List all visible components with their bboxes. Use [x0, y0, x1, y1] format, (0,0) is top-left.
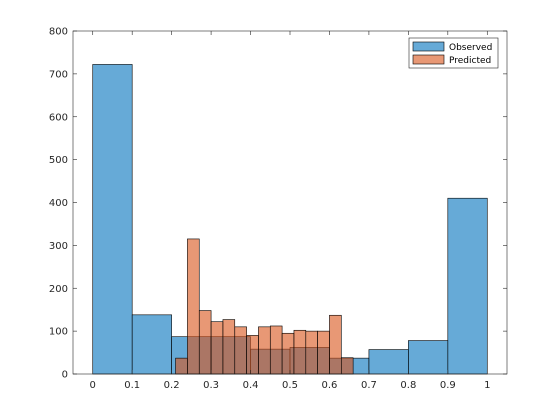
y-axis: 0 100 200 300 400 500 600 700 800: [49, 27, 507, 381]
legend-predicted-label: Predicted: [449, 56, 491, 66]
predicted-bar: [234, 326, 247, 375]
y-tick-label: 400: [49, 198, 68, 209]
predicted-bar: [305, 330, 318, 375]
observed-bar: [408, 340, 449, 375]
x-tick-label: 1: [484, 380, 490, 391]
predicted-bar: [210, 321, 224, 375]
x-tick-label: 0.6: [322, 380, 338, 391]
observed-bar: [368, 349, 409, 375]
y-tick-label: 0: [62, 370, 68, 381]
predicted-bar: [198, 310, 212, 375]
legend-observed-label: Observed: [449, 43, 492, 53]
legend-predicted-swatch: [412, 54, 445, 65]
y-tick-label: 500: [49, 155, 68, 166]
observed-bar: [92, 64, 133, 375]
y-tick-label: 100: [49, 327, 68, 338]
observed-bar: [447, 197, 488, 375]
legend-observed-swatch: [412, 41, 445, 52]
y-tick-label: 600: [49, 112, 68, 123]
predicted-bar: [258, 326, 271, 375]
x-tick-label: 0.8: [400, 380, 416, 391]
predicted-bar: [269, 325, 283, 375]
predicted-bar: [317, 330, 330, 375]
x-axis: 0 0.1 0.2 0.3 0.4 0.5 0.6 0.7 0.8 0.9 1: [90, 31, 490, 391]
predicted-bar: [281, 332, 295, 375]
predicted-bar: [246, 335, 259, 375]
x-tick-label: 0.2: [164, 380, 180, 391]
x-tick-label: 0.7: [361, 380, 377, 391]
predicted-bar: [222, 319, 236, 375]
predicted-bars: [175, 238, 354, 375]
y-tick-label: 200: [49, 284, 68, 295]
x-tick-label: 0.4: [243, 380, 259, 391]
observed-bar: [131, 314, 172, 375]
x-tick-label: 0.1: [124, 380, 140, 391]
x-tick-label: 0.3: [203, 380, 219, 391]
predicted-bar: [293, 329, 307, 375]
y-tick-label: 800: [49, 27, 68, 38]
legend: Observed Predicted: [408, 37, 499, 69]
x-tick-label: 0: [90, 380, 96, 391]
predicted-bar: [175, 357, 188, 375]
y-tick-label: 700: [49, 69, 68, 80]
predicted-bar: [187, 238, 200, 375]
y-tick-label: 300: [49, 241, 68, 252]
predicted-bar: [340, 357, 354, 375]
x-tick-label: 0.9: [440, 380, 456, 391]
x-tick-label: 0.5: [282, 380, 298, 391]
predicted-bar: [329, 314, 342, 375]
